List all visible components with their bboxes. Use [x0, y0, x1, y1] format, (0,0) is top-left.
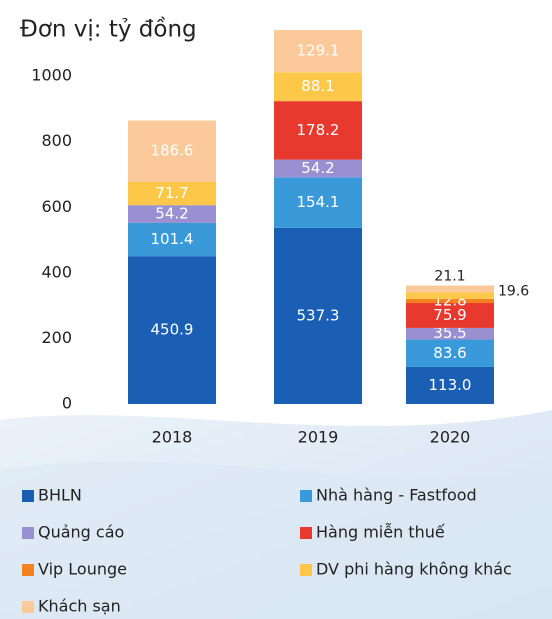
bar-segment [406, 327, 494, 340]
x-tick-label: 2020 [430, 428, 471, 447]
data-label: 54.2 [301, 159, 334, 177]
data-label: 154.1 [297, 193, 340, 211]
data-label: 186.6 [151, 142, 194, 160]
x-tick-label: 2018 [152, 428, 193, 447]
legend-label: BHLN [38, 486, 82, 505]
bar-segment [406, 292, 494, 299]
legend-swatch [300, 527, 312, 539]
bar-segment [406, 298, 494, 304]
data-label: 178.2 [297, 121, 340, 139]
legend-swatch [22, 527, 34, 539]
data-label: 75.9 [433, 306, 466, 324]
data-label: 71.7 [155, 184, 188, 202]
legend-swatch [22, 490, 34, 502]
bar-segment [274, 101, 362, 160]
bar-segment [274, 159, 362, 178]
y-tick-label: 1000 [31, 66, 72, 85]
legend-swatch [22, 564, 34, 576]
bar-segment [406, 366, 494, 404]
bar-segment [128, 256, 216, 404]
data-label: 83.6 [433, 344, 466, 362]
y-tick-label: 400 [41, 262, 72, 281]
bar-segment [406, 339, 494, 367]
data-label: 129.1 [297, 42, 340, 60]
bar-segment [406, 303, 494, 328]
bar-segment [274, 72, 362, 102]
bar-segment [128, 120, 216, 182]
data-label: 19.6 [498, 284, 529, 300]
bar-segment [274, 177, 362, 228]
y-tick-label: 200 [41, 328, 72, 347]
bar-segment [128, 181, 216, 206]
data-label: 88.1 [301, 77, 334, 95]
legend-label: DV phi hàng không khác [316, 560, 512, 579]
bar-segment [274, 29, 362, 73]
legend-label: Nhà hàng - Fastfood [316, 486, 477, 505]
legend-label: Vip Lounge [38, 560, 127, 579]
legend-swatch [300, 564, 312, 576]
y-tick-label: 600 [41, 197, 72, 216]
y-tick-label: 800 [41, 131, 72, 150]
bar-segment [406, 285, 494, 293]
data-label: 54.2 [155, 205, 188, 223]
data-label: 101.4 [151, 230, 194, 248]
legend-label: Quảng cáo [38, 523, 124, 542]
chart-title: Đơn vị: tỷ đồng [20, 17, 197, 43]
legend-swatch [300, 490, 312, 502]
legend-label: Hàng miễn thuế [316, 523, 445, 542]
legend-swatch [22, 601, 34, 613]
bar-segment [274, 227, 362, 404]
legend-label: Khách sạn [38, 597, 121, 616]
data-label: 21.1 [434, 268, 465, 284]
data-label: 113.0 [429, 376, 472, 394]
x-tick-label: 2019 [298, 428, 339, 447]
y-tick-label: 0 [62, 394, 72, 413]
data-label: 537.3 [297, 306, 340, 324]
data-label: 450.9 [151, 321, 194, 339]
data-label: 35.5 [433, 324, 466, 342]
bar-segment [128, 222, 216, 257]
background-wave [0, 461, 552, 619]
bar-segment [128, 205, 216, 223]
